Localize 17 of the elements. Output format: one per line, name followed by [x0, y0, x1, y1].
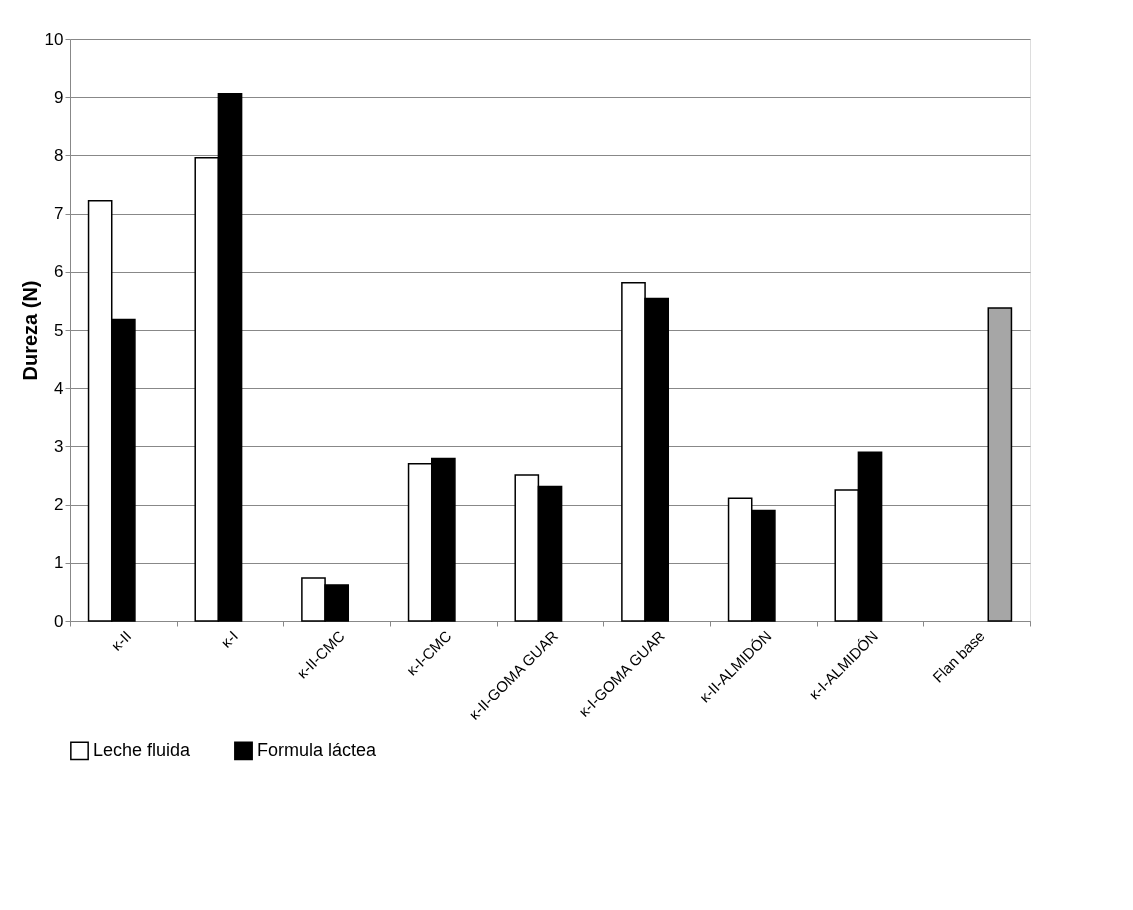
bar: [987, 307, 1013, 622]
legend-label: Leche fluida: [93, 739, 192, 760]
y-tick-label: 9: [54, 87, 64, 107]
y-tick-label: 1: [54, 553, 64, 573]
y-tick-label: 6: [54, 262, 64, 282]
y-tick-label: 5: [54, 320, 64, 340]
x-tick-label: κ-II: [107, 627, 135, 654]
y-tick-label: 2: [54, 495, 64, 515]
y-tick-label: 8: [54, 145, 64, 165]
y-tick-label: 7: [54, 204, 64, 224]
y-axis-title: Dureza (N): [18, 280, 41, 381]
legend-label: Formula láctea: [257, 739, 378, 760]
y-tick-label: 4: [54, 378, 64, 398]
y-tick-label: 0: [54, 611, 64, 631]
x-tick-label: κ-I: [217, 627, 242, 651]
y-tick-label: 3: [54, 436, 64, 456]
y-tick-label: 10: [44, 29, 64, 49]
